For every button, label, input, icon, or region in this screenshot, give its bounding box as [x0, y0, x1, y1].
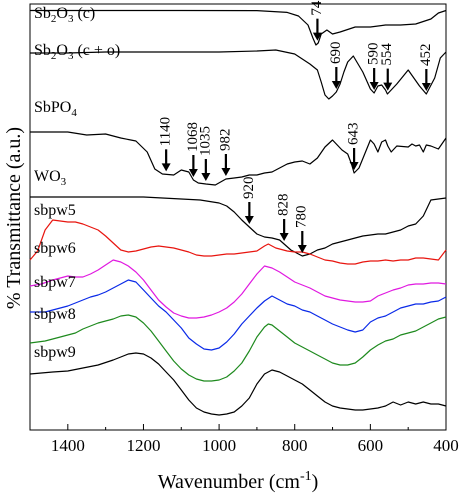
series-label-9: sbpw9: [34, 344, 76, 361]
peak-annotation-740: 740: [309, 0, 325, 41]
series-line-5: [29, 219, 447, 265]
series-label-3-sub1: 4: [71, 107, 77, 119]
series-label-1: Sb2O3 (c): [34, 5, 95, 25]
x-tick-label-1000: 1000: [202, 436, 236, 455]
x-tick-label-1400: 1400: [51, 436, 85, 455]
peak-label: 982: [217, 129, 233, 152]
peak-label: 920: [241, 177, 257, 200]
series-label-1-sub2: 3: [68, 13, 74, 25]
peak-annotation-920: 920: [241, 177, 257, 224]
peak-label: 554: [379, 43, 395, 66]
peak-label: 1068: [185, 122, 201, 152]
x-tick-label-600: 600: [358, 436, 384, 455]
peak-arrow-head: [188, 169, 198, 177]
x-axis-label-close: ): [312, 471, 319, 493]
peak-arrow-head: [349, 162, 359, 170]
peak-annotation-1068: 1068: [185, 122, 201, 177]
x-tick-label-800: 800: [282, 436, 308, 455]
peak-arrow-head: [279, 233, 289, 241]
series-line-2: [30, 49, 447, 100]
series-label-3: SbPO4: [34, 99, 77, 119]
peak-label: 740: [309, 0, 325, 16]
peak-arrow-head: [369, 82, 379, 90]
x-axis-label: Wavenumber (cm-1): [158, 469, 319, 493]
series-label-4-main: WO: [34, 168, 61, 185]
peak-arrow-head: [297, 245, 307, 253]
series-label-5: sbpw5: [34, 202, 76, 219]
peak-annotation-590: 590: [366, 43, 382, 90]
series-line-6: [29, 259, 447, 319]
series-label-5-main: sbpw5: [34, 202, 76, 219]
peak-label: 780: [294, 206, 310, 229]
peak-label: 828: [276, 194, 292, 217]
peak-annotation-643: 643: [346, 123, 362, 170]
peak-arrow-head: [421, 83, 431, 91]
peak-arrow-head: [201, 173, 211, 181]
peak-arrow-head: [331, 81, 341, 89]
x-axis-label-sup: -1: [300, 469, 312, 484]
peak-annotation-780: 780: [294, 206, 310, 253]
series-label-2-tail: (c + o): [73, 42, 120, 59]
series-label-4: WO3: [34, 168, 67, 188]
series-line-4: [30, 196, 447, 257]
series-line-8: [29, 314, 447, 382]
peak-label: 1140: [158, 117, 174, 146]
series-label-3-main: SbPO: [34, 99, 71, 116]
series-label-2: Sb2O3 (c + o): [34, 42, 120, 62]
series-label-9-main: sbpw9: [34, 344, 76, 361]
peak-label: 690: [328, 42, 344, 65]
series-label-7: sbpw7: [34, 274, 76, 291]
peak-arrow-head: [244, 216, 254, 224]
peak-arrow-head: [312, 32, 322, 41]
series-label-1-mid: O: [56, 5, 68, 22]
peak-annotation-690: 690: [328, 42, 344, 89]
series-label-1-tail: (c): [73, 5, 95, 22]
peak-annotation-554: 554: [379, 43, 395, 91]
series-label-2-mid: O: [56, 42, 68, 59]
peak-arrow-head: [221, 168, 231, 176]
series-label-8-main: sbpw8: [34, 306, 76, 323]
series-label-4-sub1: 3: [61, 176, 67, 188]
series-line-7: [30, 279, 447, 351]
plot-frame: [29, 3, 447, 431]
peak-arrow-head: [383, 82, 393, 91]
peak-annotation-982: 982: [217, 129, 233, 176]
series-label-7-main: sbpw7: [34, 274, 76, 291]
peak-label: 590: [366, 43, 382, 66]
peak-annotation-1140: 1140: [158, 117, 174, 172]
series-label-6: sbpw6: [34, 240, 76, 257]
series-line-3: [30, 131, 447, 186]
x-tick-label-400: 400: [433, 436, 459, 455]
peak-label: 452: [418, 44, 434, 67]
series-label-2-sub1: 2: [51, 50, 57, 62]
peak-arrow-head: [161, 163, 171, 172]
series-label-2-main: Sb: [34, 42, 51, 59]
series-line-9: [29, 352, 447, 416]
y-axis-label: % Transmittance (a.u.): [3, 127, 25, 309]
series-label-1-sub1: 2: [51, 13, 57, 25]
peak-annotation-828: 828: [276, 194, 292, 241]
series-label-6-main: sbpw6: [34, 240, 76, 257]
peak-label: 643: [346, 123, 362, 146]
peak-annotation-452: 452: [418, 44, 434, 91]
peak-label: 1035: [197, 126, 213, 156]
x-axis-label-main: Wavenumber (cm: [158, 471, 301, 493]
series-label-8: sbpw8: [34, 306, 76, 323]
series-label-1-main: Sb: [34, 5, 51, 22]
x-tick-label-1200: 1200: [126, 436, 160, 455]
series-line-1: [30, 9, 447, 46]
series-label-2-sub2: 3: [68, 50, 74, 62]
peak-annotation-1035: 1035: [197, 126, 213, 181]
